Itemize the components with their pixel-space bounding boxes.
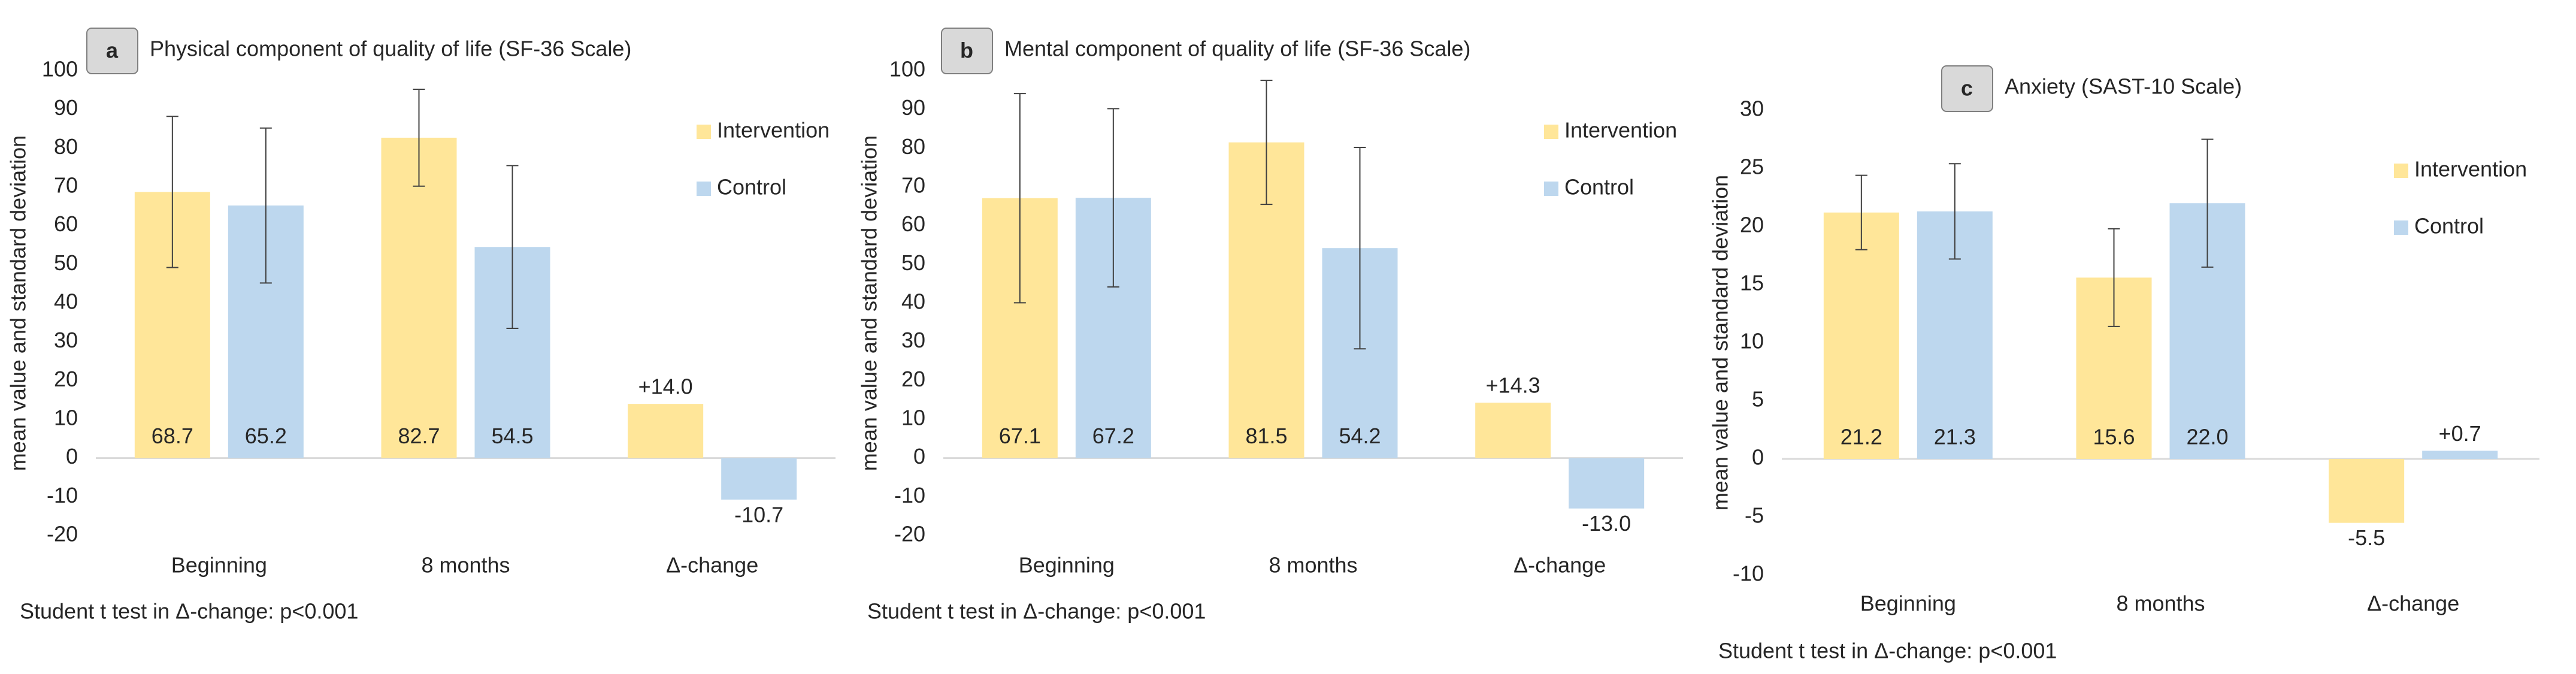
y-tick-label: 20	[901, 367, 925, 391]
value-label: 68.7	[152, 424, 193, 448]
legend-swatch	[2394, 164, 2408, 178]
y-tick-label: -10	[894, 483, 925, 507]
value-label: -10.7	[734, 502, 783, 527]
x-tick-label: 8 months	[421, 553, 510, 578]
y-tick-label: 80	[901, 134, 925, 159]
bar	[628, 404, 704, 458]
x-tick-label: Δ-change	[666, 553, 758, 578]
value-label: 54.2	[1339, 424, 1381, 448]
legend-swatch	[697, 182, 711, 196]
y-tick-label: -10	[1733, 561, 1764, 586]
value-label: -5.5	[2348, 525, 2385, 550]
y-tick-label: 30	[901, 328, 925, 352]
y-tick-label: 70	[901, 173, 925, 198]
y-tick-label: -5	[1745, 503, 1764, 528]
y-tick-label: 50	[901, 250, 925, 275]
footnote: Student t test in Δ-change: p<0.001	[867, 599, 1206, 624]
value-label: 21.3	[1934, 425, 1976, 449]
y-tick-label: 15	[1740, 271, 1764, 295]
y-tick-label: 10	[901, 406, 925, 430]
legend-label: Intervention	[717, 118, 830, 143]
value-label: 21.2	[1841, 425, 1882, 449]
y-tick-label: 20	[54, 367, 78, 391]
x-tick-label: 8 months	[2116, 591, 2205, 616]
footnote: Student t test in Δ-change: p<0.001	[1718, 639, 2057, 663]
bar	[1569, 458, 1645, 509]
legend-label: Control	[717, 175, 786, 200]
chart-title: Mental component of quality of life (SF-…	[1004, 37, 1470, 61]
value-label: 81.5	[1245, 424, 1287, 448]
legend-swatch	[1544, 182, 1558, 196]
legend-label: Control	[1564, 175, 1634, 200]
value-label: +14.0	[638, 374, 693, 399]
x-tick-label: Δ-change	[2367, 591, 2459, 616]
y-tick-label: 10	[54, 406, 78, 430]
panel-label-box	[1941, 65, 1993, 112]
panel-label-box	[941, 28, 993, 74]
x-tick-label: Δ-change	[1513, 553, 1606, 578]
y-tick-label: 100	[889, 57, 925, 81]
legend-label: Intervention	[1564, 118, 1677, 143]
y-axis-label: mean value and standard deviation	[1708, 175, 1733, 510]
y-tick-label: 40	[54, 289, 78, 314]
y-tick-label: 0	[66, 444, 78, 469]
panel-label: c	[1961, 76, 1973, 101]
x-tick-label: 8 months	[1269, 553, 1357, 578]
y-tick-label: 90	[901, 95, 925, 120]
y-axis-label: mean value and standard deviation	[857, 135, 882, 471]
chart-title: Anxiety (SAST-10 Scale)	[2005, 74, 2242, 99]
value-label: 15.6	[2093, 425, 2135, 449]
x-tick-label: Beginning	[171, 553, 267, 578]
y-tick-label: 90	[54, 95, 78, 120]
y-axis-label: mean value and standard deviation	[6, 135, 31, 471]
y-tick-label: 100	[42, 57, 78, 81]
bar	[721, 458, 797, 500]
panel-label-box	[86, 28, 138, 74]
y-tick-label: -20	[47, 522, 78, 546]
value-label: 65.2	[245, 424, 287, 448]
legend-swatch	[697, 125, 711, 139]
y-tick-label: 10	[1740, 329, 1764, 353]
value-label: 67.2	[1092, 424, 1134, 448]
value-label: +0.7	[2439, 421, 2481, 446]
legend-swatch	[2394, 220, 2408, 235]
y-tick-label: 25	[1740, 155, 1764, 179]
x-tick-label: Beginning	[1019, 553, 1115, 578]
bar	[2422, 451, 2498, 459]
value-label: 22.0	[2186, 425, 2228, 449]
y-tick-label: -20	[894, 522, 925, 546]
y-tick-label: 40	[901, 289, 925, 314]
bar	[2329, 459, 2405, 523]
legend-swatch	[1544, 125, 1558, 139]
legend-label: Intervention	[2414, 157, 2527, 182]
bar	[1475, 403, 1551, 458]
chart-title: Physical component of quality of life (S…	[150, 37, 631, 61]
bar	[1823, 212, 1899, 459]
bar	[381, 137, 457, 458]
y-tick-label: 0	[913, 444, 925, 469]
y-tick-label: 30	[54, 328, 78, 352]
y-tick-label: 80	[54, 134, 78, 159]
y-tick-label: 5	[1752, 387, 1764, 412]
y-tick-label: 0	[1752, 445, 1764, 470]
y-tick-label: 50	[54, 250, 78, 275]
panel-label: b	[960, 38, 973, 63]
y-tick-label: 30	[1740, 96, 1764, 121]
value-label: 54.5	[491, 424, 533, 448]
y-tick-label: 70	[54, 173, 78, 198]
panel-label: a	[106, 38, 119, 63]
value-label: 67.1	[999, 424, 1041, 448]
value-label: 82.7	[398, 424, 440, 448]
value-label: -13.0	[1582, 511, 1631, 536]
x-tick-label: Beginning	[1860, 591, 1956, 616]
legend-label: Control	[2414, 214, 2484, 238]
footnote: Student t test in Δ-change: p<0.001	[20, 599, 358, 624]
y-tick-label: 60	[54, 211, 78, 236]
y-tick-label: 60	[901, 211, 925, 236]
y-tick-label: 20	[1740, 213, 1764, 237]
value-label: +14.3	[1486, 373, 1540, 398]
y-tick-label: -10	[47, 483, 78, 507]
